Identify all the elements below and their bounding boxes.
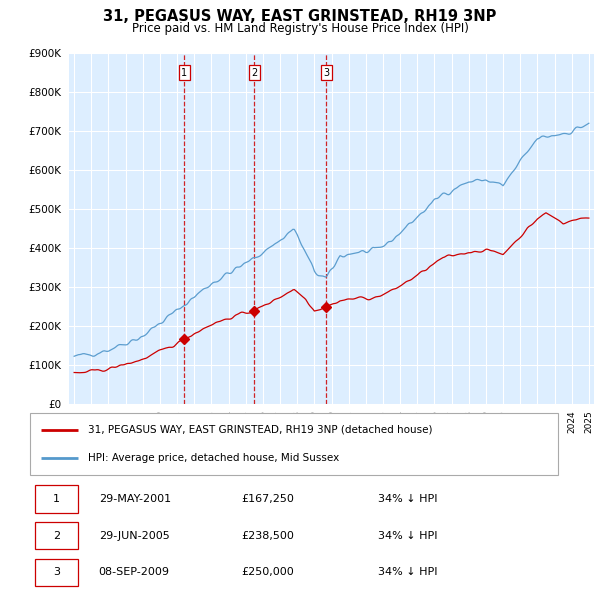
Text: 3: 3: [323, 68, 329, 78]
Text: 31, PEGASUS WAY, EAST GRINSTEAD, RH19 3NP: 31, PEGASUS WAY, EAST GRINSTEAD, RH19 3N…: [103, 9, 497, 24]
Text: 29-JUN-2005: 29-JUN-2005: [98, 531, 169, 540]
Text: 31, PEGASUS WAY, EAST GRINSTEAD, RH19 3NP (detached house): 31, PEGASUS WAY, EAST GRINSTEAD, RH19 3N…: [88, 425, 433, 435]
Text: 1: 1: [181, 68, 187, 78]
Text: 3: 3: [53, 568, 60, 577]
Text: 08-SEP-2009: 08-SEP-2009: [98, 568, 170, 577]
Bar: [35, 522, 77, 549]
Text: £250,000: £250,000: [241, 568, 294, 577]
Text: 34% ↓ HPI: 34% ↓ HPI: [379, 531, 438, 540]
Text: 2: 2: [251, 68, 257, 78]
Text: 29-MAY-2001: 29-MAY-2001: [98, 494, 171, 504]
Text: Price paid vs. HM Land Registry's House Price Index (HPI): Price paid vs. HM Land Registry's House …: [131, 22, 469, 35]
Bar: [35, 486, 77, 513]
Text: 34% ↓ HPI: 34% ↓ HPI: [379, 568, 438, 577]
Text: 34% ↓ HPI: 34% ↓ HPI: [379, 494, 438, 504]
Text: £238,500: £238,500: [241, 531, 294, 540]
Text: 1: 1: [53, 494, 60, 504]
Bar: [35, 559, 77, 586]
Text: 2: 2: [53, 531, 60, 540]
Text: £167,250: £167,250: [241, 494, 294, 504]
Text: HPI: Average price, detached house, Mid Sussex: HPI: Average price, detached house, Mid …: [88, 453, 340, 463]
